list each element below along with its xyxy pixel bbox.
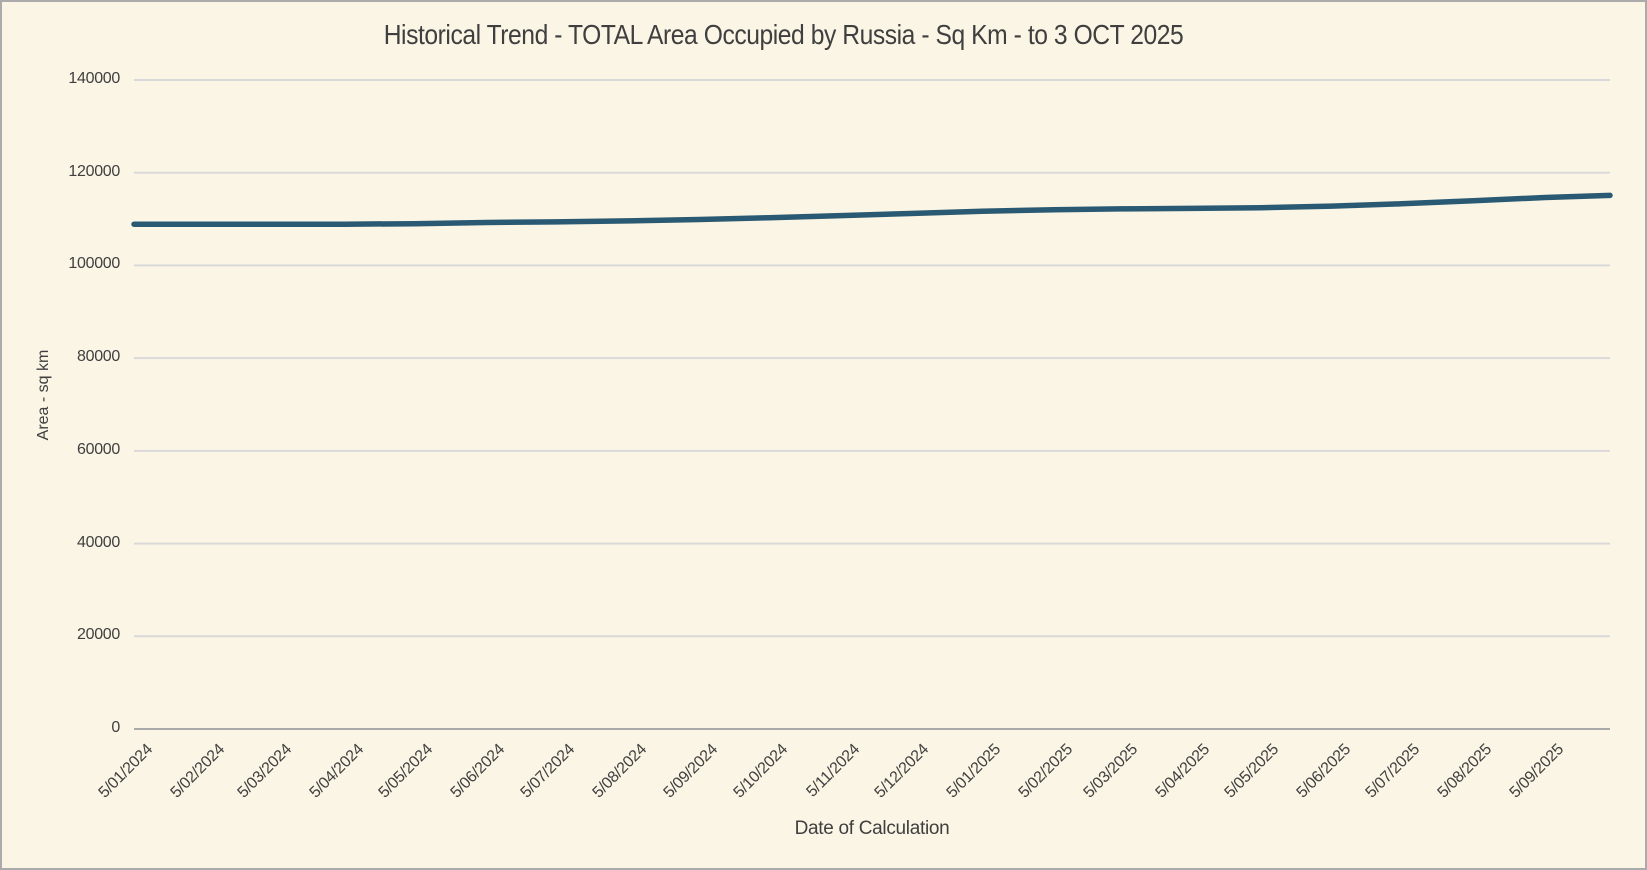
y-tick-label: 40000 [77,533,120,551]
total-area-trend-line [131,192,1613,228]
y-tick-label: 140000 [68,70,120,87]
y-tick-label: 100000 [68,255,120,273]
y-axis-title: Area - sq km [35,349,52,440]
y-tick-label: 80000 [77,348,120,366]
y-tick-label: 0 [111,719,120,736]
y-tick-label: 20000 [77,626,120,644]
chart-title: Historical Trend - TOTAL Area Occupied b… [383,19,1184,50]
y-tick-label: 60000 [77,440,120,458]
x-axis-title: Date of Calculation [794,818,950,839]
y-tick-label: 120000 [68,162,120,180]
